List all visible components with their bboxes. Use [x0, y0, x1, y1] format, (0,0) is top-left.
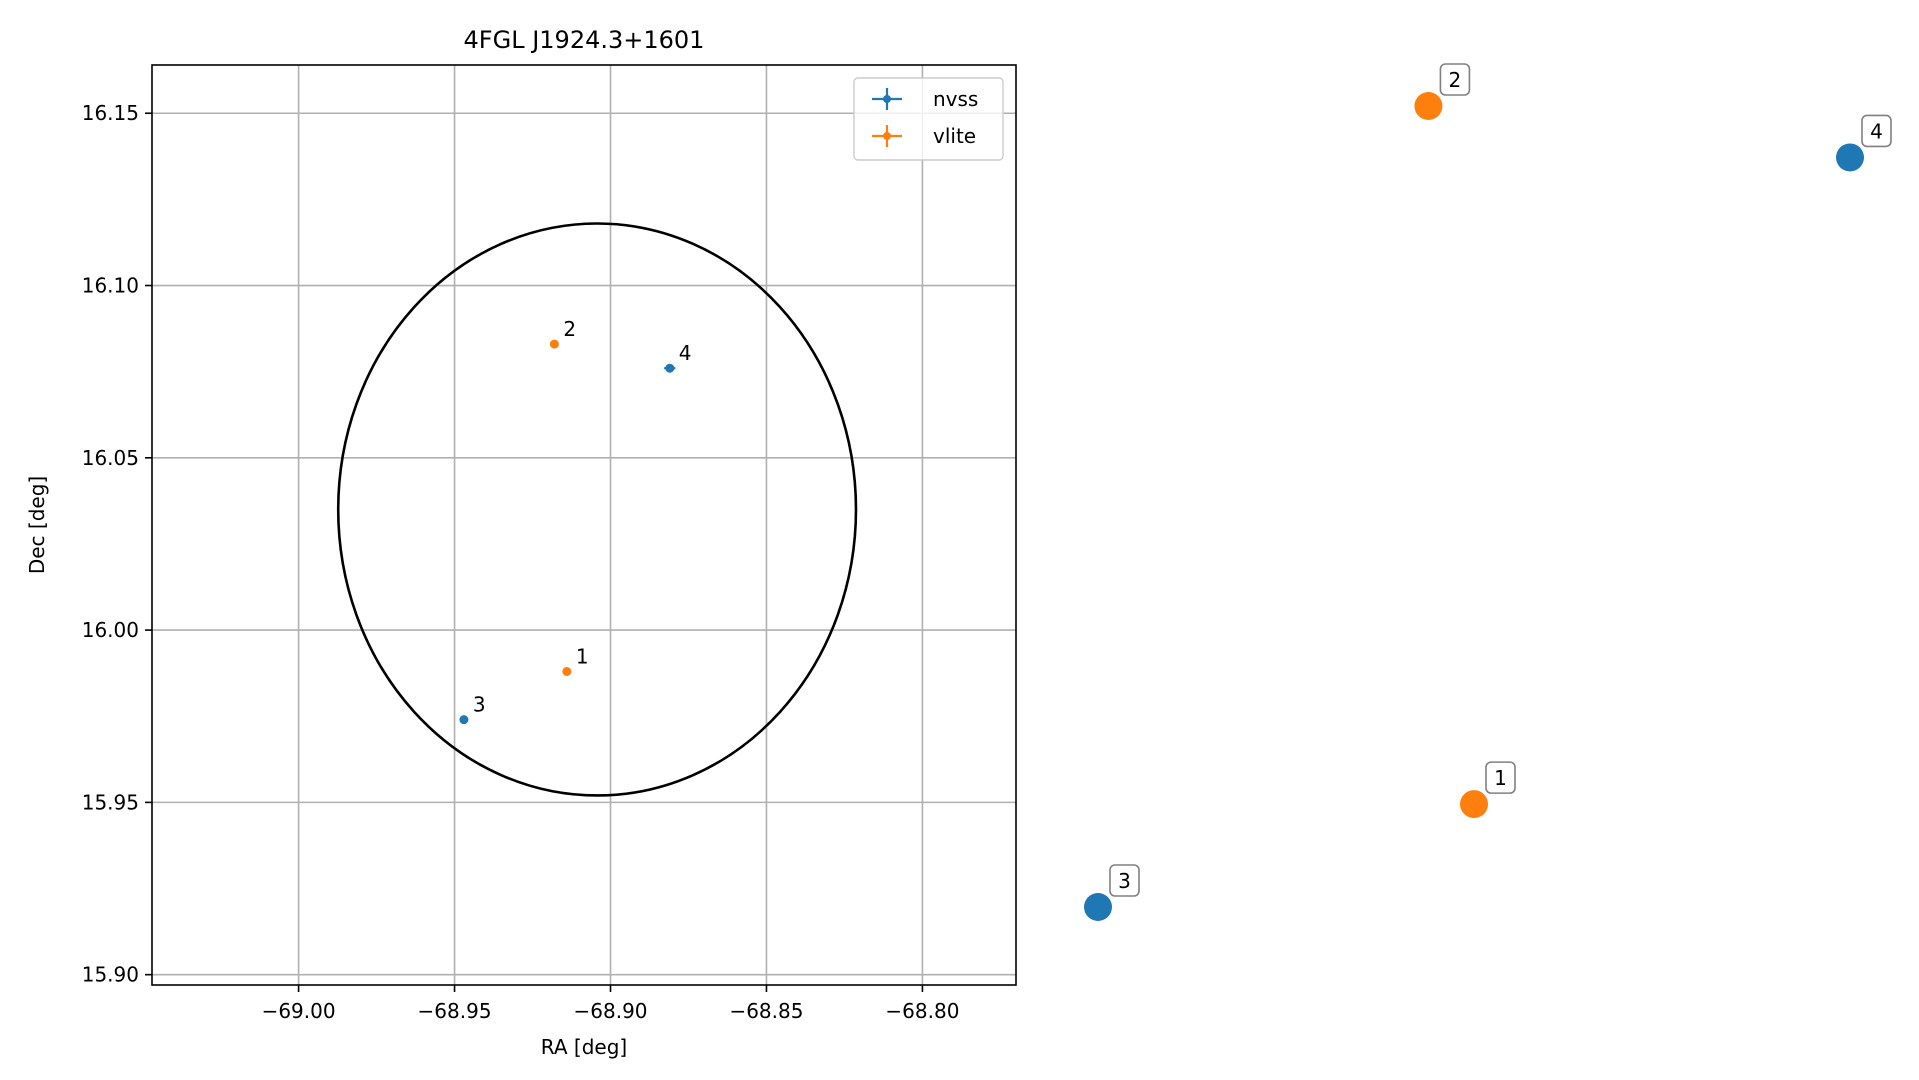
side-marker: [1460, 790, 1488, 819]
point-label: 4: [679, 341, 692, 365]
y-tick-label: 15.95: [82, 790, 139, 814]
point-nvss-4: 4: [664, 341, 692, 373]
point-label: 2: [563, 317, 576, 341]
marker: [665, 363, 675, 373]
legend-frame: [853, 77, 1004, 161]
side-panel: 1 2 3 4: [1084, 63, 1892, 921]
y-tick-label: 16.15: [82, 101, 139, 125]
legend-item-vlite: vlite: [872, 124, 976, 148]
side-point-3: 3: [1084, 864, 1140, 921]
plot-frame: [151, 64, 1017, 986]
side-marker: [1414, 92, 1443, 120]
marker: [459, 715, 469, 725]
marker: [562, 666, 572, 676]
localization-ellipse-layer: [336, 222, 858, 797]
x-tick-label: −68.90: [574, 999, 648, 1023]
legend-item-nvss: nvss: [872, 87, 978, 111]
marker: [549, 339, 559, 349]
x-tick-label: −68.80: [885, 999, 959, 1023]
y-axis-ticks: 15.90 15.95 16.00 16.05 16.10 16.15: [82, 101, 152, 987]
point-label: 3: [473, 693, 486, 717]
point-vlite-1: 1: [562, 644, 589, 676]
side-marker: [1836, 143, 1864, 172]
y-tick-label: 16.00: [82, 618, 139, 642]
side-point-1: 1: [1460, 761, 1516, 819]
legend: nvss vlite: [853, 77, 1004, 161]
side-label-box: [1439, 63, 1471, 96]
side-label-box: [1109, 864, 1140, 897]
side-label-box: [1485, 761, 1516, 794]
chart-title: 4FGL J1924.3+1601: [464, 26, 705, 54]
main-plot: 3 4 1 2 −69.00 −68.95 −68.90 −68.85 −68.80 15.9…: [25, 26, 1017, 1059]
x-axis-ticks: −69.00 −68.95 −68.90 −68.85 −68.80: [262, 985, 959, 1023]
x-tick-label: −68.95: [418, 999, 492, 1023]
legend-label: nvss: [933, 87, 978, 111]
legend-swatch-marker: [883, 132, 891, 140]
y-tick-label: 16.05: [82, 446, 139, 470]
localization-ellipse: [336, 222, 858, 797]
x-tick-label: −68.85: [729, 999, 803, 1023]
legend-swatch-marker: [883, 95, 891, 103]
y-tick-label: 15.90: [82, 963, 139, 987]
side-marker: [1084, 893, 1112, 921]
side-label: 1: [1494, 766, 1507, 790]
side-point-2: 2: [1414, 63, 1471, 120]
x-tick-label: −69.00: [262, 999, 336, 1023]
side-point-4: 4: [1836, 114, 1892, 172]
side-label: 2: [1449, 68, 1462, 92]
y-axis-label: Dec [deg]: [25, 476, 49, 574]
plot-background: [152, 65, 1016, 985]
grid-lines: [152, 65, 1016, 985]
side-label: 3: [1118, 869, 1131, 893]
y-tick-label: 16.10: [82, 274, 139, 298]
data-points: 3 4 1 2: [459, 317, 692, 725]
side-label: 4: [1870, 119, 1883, 143]
point-nvss-3: 3: [459, 693, 486, 725]
point-vlite-2: 2: [549, 317, 576, 349]
legend-label: vlite: [933, 124, 976, 148]
point-label: 1: [576, 644, 589, 668]
x-axis-label: RA [deg]: [541, 1035, 627, 1059]
side-label-box: [1861, 114, 1892, 148]
